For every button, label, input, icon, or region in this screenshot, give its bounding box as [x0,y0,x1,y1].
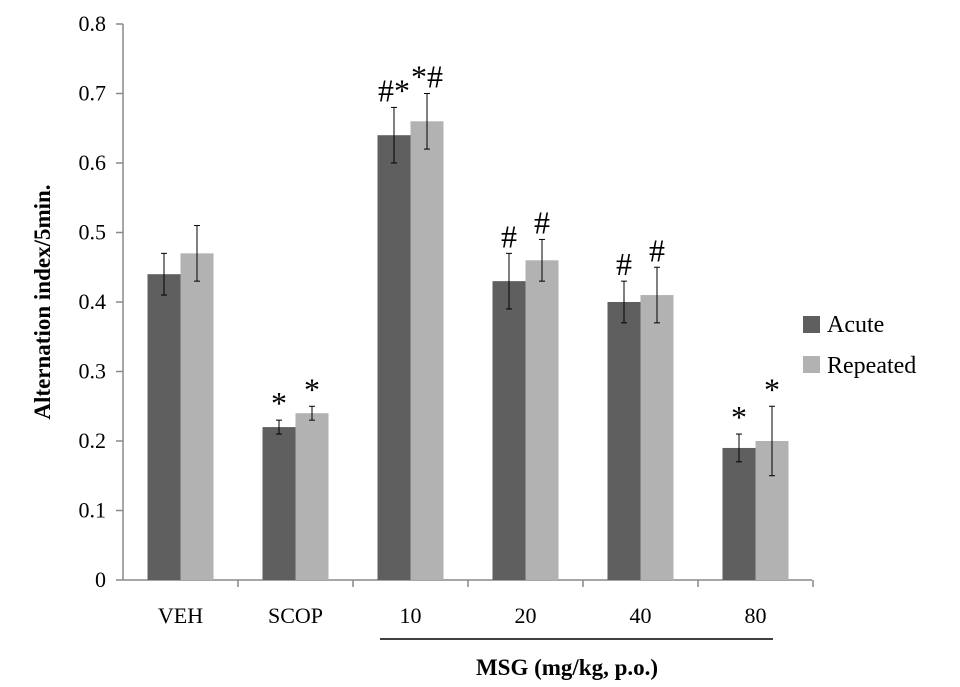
y-tick-label: 0.6 [79,150,107,175]
y-tick-label: 0.5 [79,220,107,245]
x-tick-label: VEH [158,603,203,628]
bar-repeated-veh [180,253,214,580]
x-tick-label: SCOP [268,603,323,628]
bars [147,121,814,587]
y-tick-label: 0.4 [79,289,107,314]
y-tick-label: 0.3 [79,359,107,384]
y-tick-label: 0 [95,567,106,592]
significance-mark: * [731,399,747,435]
significance-mark: * [764,371,780,407]
y-tick-label: 0.1 [79,498,107,523]
y-tick-label: 0.8 [79,11,107,36]
bar-acute-80 [722,447,756,580]
significance-mark: # [534,204,550,240]
legend-swatch-repeated [803,356,820,373]
y-ticks: 0 0.1 0.2 0.3 0.4 0.5 0.6 0.7 0.8 [79,11,123,592]
msg-group-label: MSG (mg/kg, p.o.) [476,655,658,680]
bar-acute-20 [492,281,526,580]
legend-label-repeated: Repeated [827,353,916,379]
significance-mark: * [304,371,320,407]
bar-repeated-20 [525,260,559,580]
bar-acute-40 [607,302,641,580]
x-tick-label: 80 [745,603,767,628]
error-bars [161,93,775,477]
x-tick-label: 40 [630,603,652,628]
x-tick-label: 20 [515,603,537,628]
x-tick-label: 10 [400,603,422,628]
significance-mark: # [616,246,632,282]
significance-mark: * [271,385,287,421]
y-tick-label: 0.2 [79,428,107,453]
legend: Acute Repeated [803,312,916,379]
significance-mark: *# [411,59,443,95]
y-axis-title: Alternation index/5min. [30,184,55,419]
legend-label-acute: Acute [827,312,884,338]
significance-mark: # [649,232,665,268]
bar-repeated-40 [640,295,674,580]
axes [122,24,812,581]
bar-repeated-scop [295,413,329,580]
x-tick-labels: VEH SCOP 10 20 40 80 [158,603,767,628]
significance-mark: #* [378,72,410,108]
bar-acute-scop [262,427,296,580]
legend-swatch-acute [803,316,820,333]
significance-annotations: * *#* *## ## #** [271,59,780,436]
bar-acute-veh [147,274,181,580]
significance-mark: # [501,218,517,254]
bar-acute-10 [377,135,411,580]
y-tick-label: 0.7 [79,81,107,106]
bar-repeated-10 [410,121,444,581]
